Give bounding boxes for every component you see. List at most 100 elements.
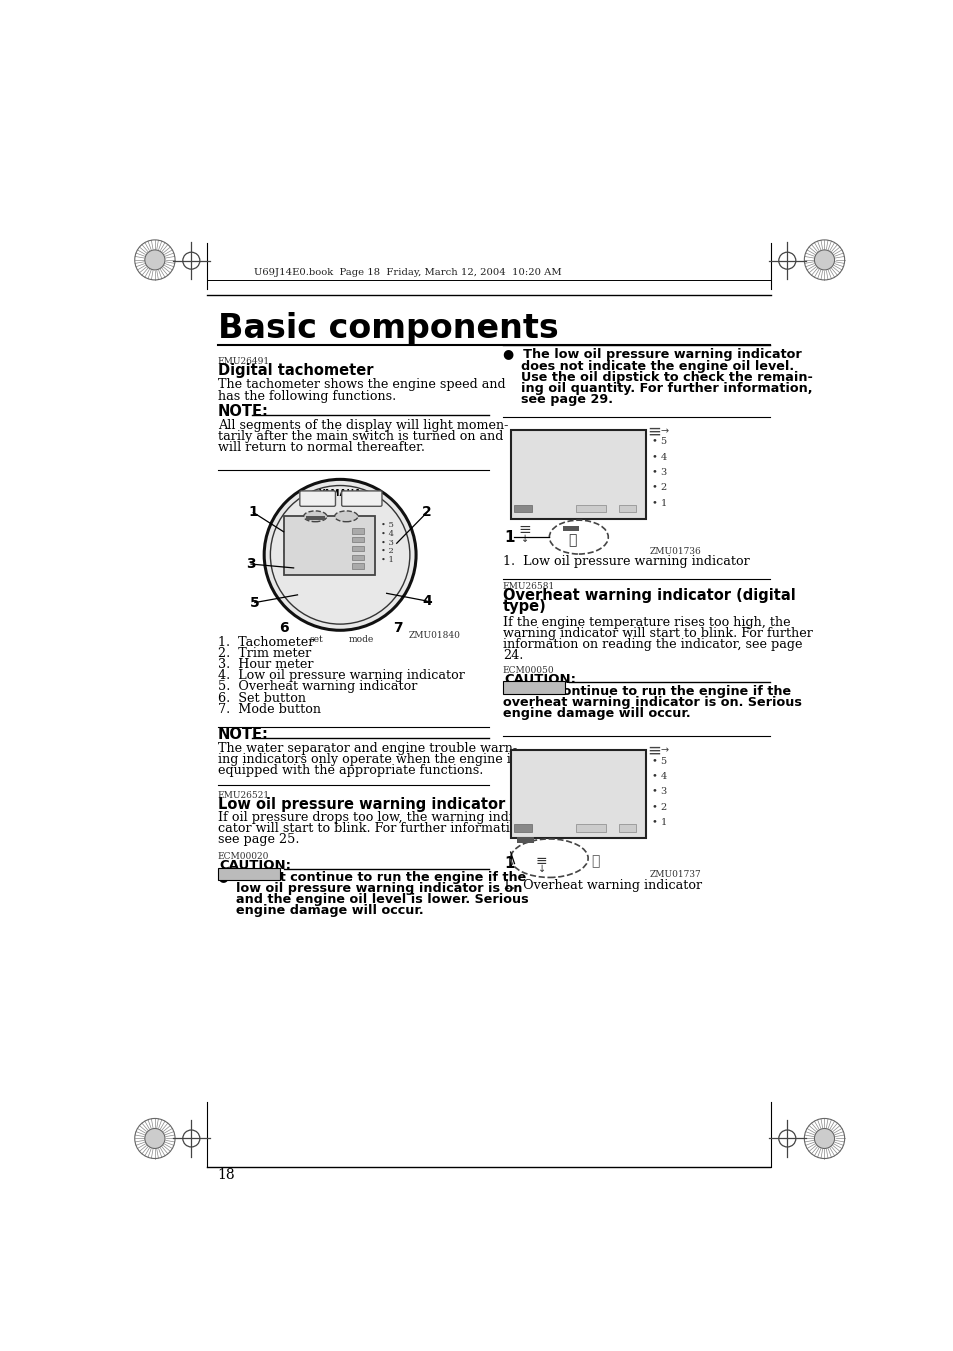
Text: EMU26581: EMU26581 xyxy=(502,582,555,592)
Text: 2.  Trim meter: 2. Trim meter xyxy=(217,647,311,659)
Bar xyxy=(352,538,364,542)
Bar xyxy=(352,546,364,551)
Text: 3: 3 xyxy=(246,557,255,571)
Text: r/min: r/min xyxy=(586,469,609,478)
Text: EMU26521: EMU26521 xyxy=(217,790,270,800)
Text: 88: 88 xyxy=(280,528,330,570)
Bar xyxy=(352,555,364,559)
Text: ECM00050: ECM00050 xyxy=(502,666,554,676)
Text: engine damage will occur.: engine damage will occur. xyxy=(502,707,690,720)
Text: Digital tachometer: Digital tachometer xyxy=(217,362,373,378)
Text: ⛯: ⛯ xyxy=(591,854,599,869)
Text: x100: x100 xyxy=(587,462,608,470)
Text: tarily after the main switch is turned on and: tarily after the main switch is turned o… xyxy=(217,430,502,443)
Text: h: h xyxy=(340,559,346,569)
Text: 24.: 24. xyxy=(502,648,522,662)
Text: ing indicators only operate when the engine is: ing indicators only operate when the eng… xyxy=(217,753,517,766)
Text: 5.  Overheat warning indicator: 5. Overheat warning indicator xyxy=(217,681,416,693)
Bar xyxy=(517,836,534,843)
Bar xyxy=(352,528,364,534)
Bar xyxy=(283,516,375,574)
Text: overheat warning indicator is on. Serious: overheat warning indicator is on. Seriou… xyxy=(502,696,801,709)
Text: • 5: • 5 xyxy=(381,521,394,530)
Text: ≡: ≡ xyxy=(646,742,660,759)
Text: • 2: • 2 xyxy=(381,547,394,555)
Text: Overheat warning indicator (digital: Overheat warning indicator (digital xyxy=(502,588,795,604)
Text: ●  Do not continue to run the engine if the: ● Do not continue to run the engine if t… xyxy=(217,871,525,884)
Text: x100: x100 xyxy=(335,536,352,542)
Text: YAMAHA: YAMAHA xyxy=(318,489,361,497)
Text: 4: 4 xyxy=(421,594,432,608)
Text: ↓: ↓ xyxy=(537,865,545,874)
Bar xyxy=(510,750,645,838)
Text: cator will start to blink. For further information,: cator will start to blink. For further i… xyxy=(217,821,529,835)
Bar xyxy=(352,563,364,569)
Text: mode: mode xyxy=(348,635,374,644)
Text: TACH: TACH xyxy=(514,751,541,761)
Text: Low oil pressure warning indicator: Low oil pressure warning indicator xyxy=(217,797,504,812)
Text: 6: 6 xyxy=(278,621,288,635)
Text: 7.  Mode button: 7. Mode button xyxy=(217,703,320,716)
Text: →: → xyxy=(659,426,668,436)
Text: ↓: ↓ xyxy=(520,534,528,543)
Circle shape xyxy=(814,1128,834,1148)
Text: equipped with the appropriate functions.: equipped with the appropriate functions. xyxy=(217,763,482,777)
Text: r/min: r/min xyxy=(335,543,353,549)
Text: U69J14E0.book  Page 18  Friday, March 12, 2004  10:20 AM: U69J14E0.book Page 18 Friday, March 12, … xyxy=(253,269,561,277)
Bar xyxy=(514,824,531,832)
Text: All segments of the display will light momen-: All segments of the display will light m… xyxy=(217,419,508,431)
Text: 1.  Overheat warning indicator: 1. Overheat warning indicator xyxy=(502,880,701,892)
Text: NOTE:: NOTE: xyxy=(217,404,268,419)
Text: If oil pressure drops too low, the warning indi-: If oil pressure drops too low, the warni… xyxy=(217,811,517,824)
Bar xyxy=(217,867,279,880)
Circle shape xyxy=(264,480,416,631)
Text: ≡: ≡ xyxy=(536,854,547,869)
Bar xyxy=(502,681,564,694)
Text: see page 25.: see page 25. xyxy=(217,834,299,846)
Bar xyxy=(618,505,636,512)
Circle shape xyxy=(145,1128,165,1148)
FancyBboxPatch shape xyxy=(341,490,381,507)
Text: • 1: • 1 xyxy=(652,499,667,508)
Bar xyxy=(514,505,531,512)
Text: • 3: • 3 xyxy=(381,539,394,547)
Circle shape xyxy=(814,250,834,270)
Text: type): type) xyxy=(502,600,546,615)
Text: Do not continue to run the engine if the: Do not continue to run the engine if the xyxy=(502,685,790,697)
Text: r/min: r/min xyxy=(586,789,609,798)
Text: 5: 5 xyxy=(250,596,259,609)
Text: ●  The low oil pressure warning indicator: ● The low oil pressure warning indicator xyxy=(502,349,801,362)
Text: 3.  Hour meter: 3. Hour meter xyxy=(217,658,313,671)
Text: CAUTION:: CAUTION: xyxy=(219,859,291,873)
Text: 25: 25 xyxy=(511,446,584,504)
Text: 1: 1 xyxy=(248,505,258,520)
Text: • 2: • 2 xyxy=(652,802,667,812)
Text: 20: 20 xyxy=(511,765,584,824)
Text: ZMU01840: ZMU01840 xyxy=(408,631,459,640)
Text: 2: 2 xyxy=(421,505,432,520)
Text: ≡: ≡ xyxy=(646,423,660,440)
Bar xyxy=(576,505,605,512)
Text: CAUTION:: CAUTION: xyxy=(504,673,576,686)
Text: 1.  Low oil pressure warning indicator: 1. Low oil pressure warning indicator xyxy=(502,555,749,567)
Text: 1: 1 xyxy=(503,530,514,544)
Text: Basic components: Basic components xyxy=(217,312,558,345)
Bar xyxy=(576,824,605,832)
Text: • 3: • 3 xyxy=(652,788,667,797)
Bar xyxy=(306,516,324,520)
Text: and the engine oil level is lower. Serious: and the engine oil level is lower. Serio… xyxy=(217,893,528,907)
Text: ⛯: ⛯ xyxy=(568,534,577,547)
Text: • 4: • 4 xyxy=(381,530,394,538)
Text: engine damage will occur.: engine damage will occur. xyxy=(217,904,423,917)
Text: If the engine temperature rises too high, the: If the engine temperature rises too high… xyxy=(502,616,790,628)
Text: • 4: • 4 xyxy=(652,771,667,781)
Text: will return to normal thereafter.: will return to normal thereafter. xyxy=(217,440,424,454)
Ellipse shape xyxy=(303,511,327,521)
Text: ing oil quantity. For further information,: ing oil quantity. For further informatio… xyxy=(502,382,812,394)
Text: Use the oil dipstick to check the remain-: Use the oil dipstick to check the remain… xyxy=(502,370,812,384)
Circle shape xyxy=(145,250,165,270)
Text: 1.  Tachometer: 1. Tachometer xyxy=(217,636,314,648)
Text: →: → xyxy=(659,746,668,755)
Text: does not indicate the engine oil level.: does not indicate the engine oil level. xyxy=(502,359,793,373)
Text: ZMU01737: ZMU01737 xyxy=(649,870,701,878)
